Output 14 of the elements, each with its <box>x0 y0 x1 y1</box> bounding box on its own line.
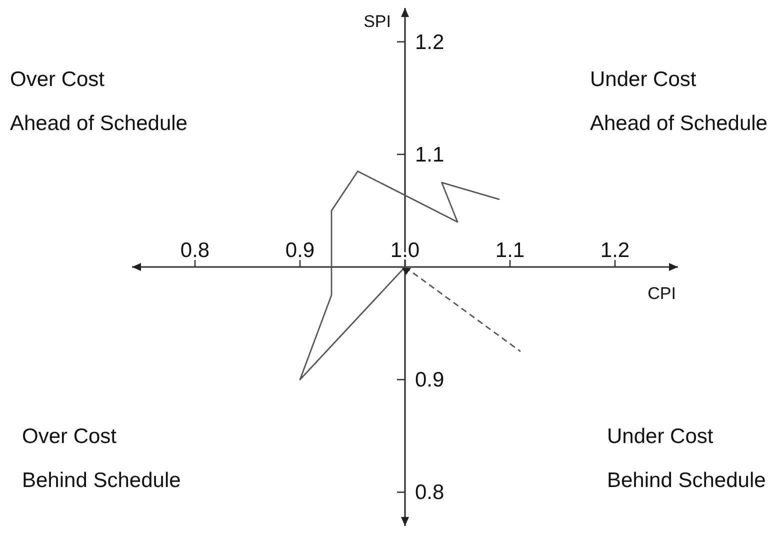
annotation: Under Cost Ahead of Schedule <box>590 67 768 137</box>
annotation: Under Cost Behind Schedule <box>607 424 766 494</box>
x-tick-label: 0.9 <box>285 239 315 262</box>
y-tick-label: 1.1 <box>415 142 444 166</box>
x-tick-label: 1.1 <box>495 239 525 262</box>
x-tick-label: 1.2 <box>600 239 630 262</box>
y-tick-label: 0.8 <box>415 480 444 504</box>
x-tick-label: 0.8 <box>180 239 210 262</box>
y-axis-title: SPI <box>364 12 391 31</box>
annotation: Over Cost Behind Schedule <box>22 424 181 494</box>
x-axis-title: CPI <box>648 284 676 303</box>
y-tick-label: 0.9 <box>415 368 444 392</box>
annotation: Over Cost Ahead of Schedule <box>10 67 188 137</box>
y-tick-label: 1.2 <box>415 30 444 54</box>
